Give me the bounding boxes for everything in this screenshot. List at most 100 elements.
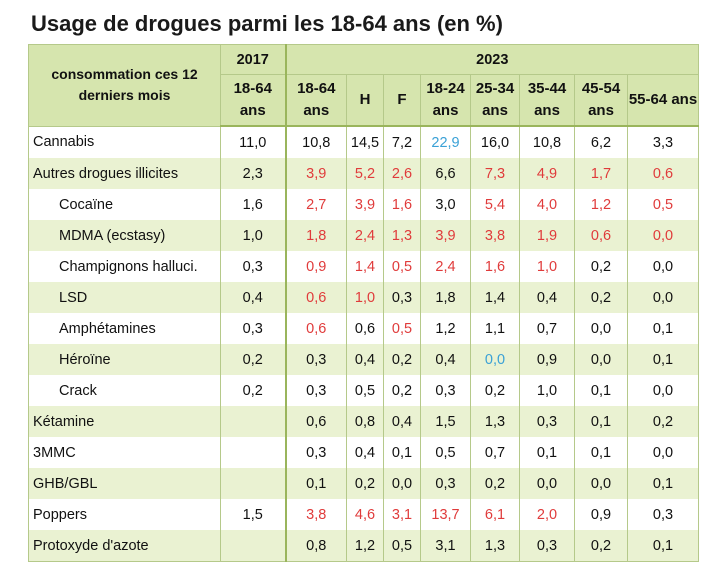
column-header: H xyxy=(346,74,384,127)
value-cell-2023: 1,4 xyxy=(346,251,384,282)
value-cell-2023: 1,1 xyxy=(470,313,520,344)
value-cell-2017: 0,3 xyxy=(220,313,287,344)
value-cell-2023: 0,5 xyxy=(383,313,421,344)
value-cell-2023: 0,1 xyxy=(574,437,628,468)
value-cell-2023: 0,3 xyxy=(420,375,471,406)
value-cell-2023: 0,1 xyxy=(627,313,700,344)
value-cell-2023: 7,2 xyxy=(383,126,421,158)
table-row: LSD 0,4 0,6 1,0 0,3 1,8 1,4 0,4 0,2 0,0 xyxy=(28,282,700,313)
value-cell-2023: 1,0 xyxy=(346,282,384,313)
value-cell-2023: 0,6 xyxy=(285,406,347,437)
table-row: Cocaïne 1,6 2,7 3,9 1,6 3,0 5,4 4,0 1,2 0,5 xyxy=(28,189,700,220)
value-cell-2023: 1,6 xyxy=(470,251,520,282)
value-cell-2023: 10,8 xyxy=(285,126,347,158)
value-cell-2023: 3,3 xyxy=(627,126,700,158)
value-cell-2023: 3,0 xyxy=(420,189,471,220)
row-label: Kétamine xyxy=(28,406,221,437)
value-cell-2017: 2,3 xyxy=(220,158,287,189)
value-cell-2023: 1,3 xyxy=(383,220,421,251)
column-header: 25-34 ans xyxy=(470,74,520,127)
drug-usage-table: consommation ces 12 derniers mois 2017 2… xyxy=(28,44,700,562)
column-header: 45-54 ans xyxy=(574,74,628,127)
value-cell-2023: 0,5 xyxy=(627,189,700,220)
value-cell-2017 xyxy=(220,406,287,437)
row-label: LSD xyxy=(28,282,221,313)
value-cell-2023: 1,3 xyxy=(470,530,520,562)
value-cell-2023: 16,0 xyxy=(470,126,520,158)
value-cell-2023: 0,2 xyxy=(574,282,628,313)
value-cell-2023: 0,1 xyxy=(574,375,628,406)
value-cell-2023: 0,0 xyxy=(627,282,700,313)
year-2023-header: 2023 xyxy=(285,44,700,75)
value-cell-2023: 10,8 xyxy=(519,126,575,158)
value-cell-2023: 0,1 xyxy=(627,530,700,562)
table-row: 3MMC 0,3 0,4 0,1 0,5 0,7 0,1 0,1 0,0 xyxy=(28,437,700,468)
value-cell-2017: 1,5 xyxy=(220,499,287,530)
value-cell-2023: 0,2 xyxy=(383,344,421,375)
value-cell-2017 xyxy=(220,468,287,499)
value-cell-2023: 22,9 xyxy=(420,126,471,158)
value-cell-2023: 0,3 xyxy=(420,468,471,499)
corner-header: consommation ces 12 derniers mois xyxy=(28,44,221,127)
value-cell-2017: 11,0 xyxy=(220,126,287,158)
value-cell-2023: 0,1 xyxy=(285,468,347,499)
value-cell-2023: 0,9 xyxy=(519,344,575,375)
value-cell-2023: 1,8 xyxy=(420,282,471,313)
value-cell-2023: 0,1 xyxy=(383,437,421,468)
value-cell-2023: 1,0 xyxy=(519,251,575,282)
value-cell-2023: 2,6 xyxy=(383,158,421,189)
table-row: Crack 0,2 0,3 0,5 0,2 0,3 0,2 1,0 0,1 0,0 xyxy=(28,375,700,406)
column-header: F xyxy=(383,74,421,127)
value-cell-2017: 1,0 xyxy=(220,220,287,251)
value-cell-2017 xyxy=(220,530,287,562)
column-header: 55-64 ans xyxy=(627,74,700,127)
value-cell-2023: 2,0 xyxy=(519,499,575,530)
value-cell-2023: 0,6 xyxy=(627,158,700,189)
value-cell-2023: 2,4 xyxy=(346,220,384,251)
value-cell-2023: 0,0 xyxy=(627,375,700,406)
row-label: Poppers xyxy=(28,499,221,530)
column-header: 18-64 ans xyxy=(220,74,287,127)
row-label: GHB/GBL xyxy=(28,468,221,499)
value-cell-2023: 1,3 xyxy=(470,406,520,437)
value-cell-2023: 0,0 xyxy=(627,220,700,251)
value-cell-2023: 0,0 xyxy=(574,313,628,344)
column-header: 35-44 ans xyxy=(519,74,575,127)
value-cell-2023: 0,0 xyxy=(627,251,700,282)
row-label: 3MMC xyxy=(28,437,221,468)
value-cell-2023: 0,5 xyxy=(383,251,421,282)
value-cell-2023: 0,2 xyxy=(470,468,520,499)
table-row: Autres drogues illicites 2,3 3,9 5,2 2,6 6,6 7… xyxy=(28,158,700,189)
value-cell-2023: 1,6 xyxy=(383,189,421,220)
value-cell-2023: 0,3 xyxy=(383,282,421,313)
value-cell-2017: 0,3 xyxy=(220,251,287,282)
value-cell-2023: 0,1 xyxy=(574,406,628,437)
value-cell-2023: 0,3 xyxy=(627,499,700,530)
value-cell-2017: 1,6 xyxy=(220,189,287,220)
value-cell-2023: 1,5 xyxy=(420,406,471,437)
value-cell-2023: 1,0 xyxy=(519,375,575,406)
column-header: 18-64 ans xyxy=(285,74,347,127)
value-cell-2023: 1,9 xyxy=(519,220,575,251)
value-cell-2023: 3,1 xyxy=(383,499,421,530)
value-cell-2023: 4,0 xyxy=(519,189,575,220)
value-cell-2023: 0,8 xyxy=(346,406,384,437)
row-label: Cannabis xyxy=(28,126,221,158)
value-cell-2017: 0,2 xyxy=(220,344,287,375)
table-row: Cannabis 11,0 10,8 14,5 7,2 22,9 16,0 10,8 6,2 3,… xyxy=(28,126,700,158)
value-cell-2023: 0,1 xyxy=(627,344,700,375)
table-row: Protoxyde d'azote 0,8 1,2 0,5 3,1 1,3 0,3 0,2 0,… xyxy=(28,530,700,562)
row-label: Cocaïne xyxy=(28,189,221,220)
value-cell-2023: 5,2 xyxy=(346,158,384,189)
value-cell-2023: 0,4 xyxy=(346,437,384,468)
value-cell-2023: 4,6 xyxy=(346,499,384,530)
value-cell-2017 xyxy=(220,437,287,468)
value-cell-2023: 0,6 xyxy=(346,313,384,344)
row-label: Protoxyde d'azote xyxy=(28,530,221,562)
row-label: Champignons halluci. xyxy=(28,251,221,282)
table-row: MDMA (ecstasy) 1,0 1,8 2,4 1,3 3,9 3,8 1,9 0,6 0,… xyxy=(28,220,700,251)
value-cell-2023: 0,0 xyxy=(627,437,700,468)
value-cell-2023: 0,1 xyxy=(627,468,700,499)
value-cell-2023: 0,2 xyxy=(574,251,628,282)
value-cell-2023: 3,9 xyxy=(346,189,384,220)
